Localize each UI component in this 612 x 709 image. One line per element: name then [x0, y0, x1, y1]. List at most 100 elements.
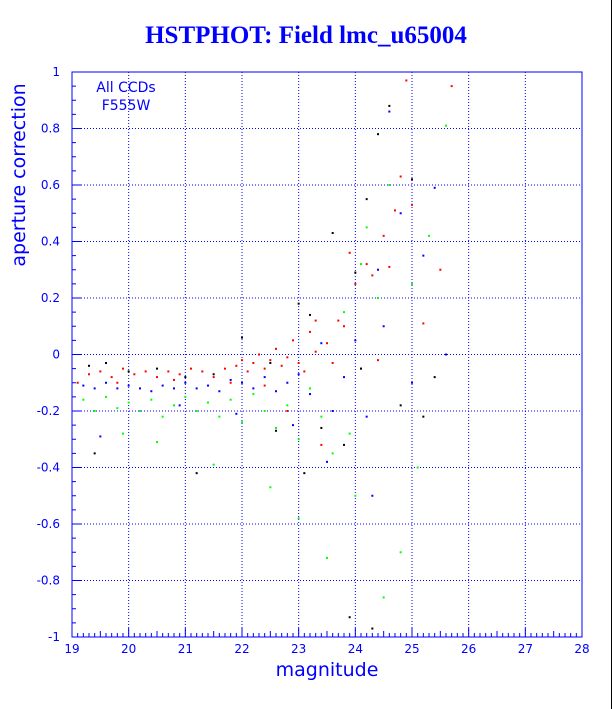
y-tick-label: -0.6 [37, 517, 60, 531]
data-point [343, 311, 345, 314]
data-point [309, 313, 311, 316]
data-point [411, 381, 413, 384]
data-point [377, 359, 379, 362]
data-point [297, 517, 300, 520]
data-point [241, 381, 243, 384]
data-point [241, 359, 243, 362]
data-point [263, 384, 266, 387]
data-point [309, 330, 311, 333]
data-point [399, 551, 402, 554]
data-point [218, 415, 221, 418]
data-point [127, 370, 130, 373]
x-tick-label: 25 [404, 642, 419, 656]
data-point [275, 347, 277, 350]
data-point [116, 407, 119, 410]
data-point [190, 367, 192, 370]
data-point [235, 412, 238, 415]
data-point [269, 486, 272, 489]
data-point [343, 376, 345, 379]
data-point [156, 367, 158, 370]
data-point [224, 367, 226, 370]
data-point [422, 415, 425, 418]
x-tick-label: 26 [461, 642, 476, 656]
data-point [331, 361, 334, 364]
data-point [303, 370, 306, 373]
data-point [235, 364, 238, 367]
data-point [348, 432, 351, 435]
data-point [292, 339, 294, 342]
data-point [263, 410, 266, 412]
data-point [93, 452, 96, 455]
data-point [348, 616, 351, 619]
data-point [354, 282, 357, 285]
data-point [326, 556, 328, 559]
data-point [394, 209, 396, 212]
y-tick-label: -1 [48, 630, 60, 644]
y-tick-label: 1 [52, 65, 60, 79]
data-point [173, 387, 175, 390]
x-tick-label: 20 [121, 642, 136, 656]
data-point [411, 178, 413, 181]
data-point [422, 254, 425, 257]
data-point [110, 376, 113, 379]
data-point [326, 460, 328, 463]
data-point [399, 404, 402, 407]
data-point [314, 350, 317, 353]
data-point [184, 381, 187, 384]
data-point [229, 398, 232, 401]
data-point [252, 361, 255, 364]
data-point [269, 361, 272, 364]
data-point [331, 452, 334, 455]
data-point [365, 415, 368, 418]
data-point [297, 373, 300, 376]
data-point [445, 124, 447, 127]
data-point [258, 353, 260, 356]
data-point [280, 364, 283, 367]
data-point [320, 415, 323, 418]
data-point [275, 429, 277, 432]
data-point [275, 390, 277, 393]
data-point [173, 404, 175, 407]
data-point [184, 376, 187, 379]
data-point [275, 426, 277, 429]
axis-ticks [71, 71, 583, 638]
data-point [445, 353, 447, 356]
data-point [416, 466, 419, 469]
data-point [207, 384, 209, 387]
y-tick-label: -0.2 [37, 404, 60, 418]
data-point [422, 322, 425, 325]
data-point [286, 410, 289, 412]
data-point [195, 387, 198, 390]
data-point [371, 274, 374, 277]
data-point [320, 426, 323, 429]
data-point [377, 133, 379, 136]
data-point [399, 212, 402, 215]
data-point [127, 384, 130, 387]
data-point [354, 494, 357, 497]
data-points [76, 79, 453, 630]
data-point [252, 393, 255, 396]
data-point [93, 410, 96, 412]
data-point [433, 186, 436, 189]
data-point [388, 110, 391, 113]
data-point [150, 398, 153, 401]
data-point [178, 373, 181, 376]
data-point [99, 435, 102, 438]
data-point [99, 370, 102, 373]
data-point [150, 390, 153, 393]
data-point [354, 271, 357, 274]
data-point [405, 79, 408, 82]
data-point [365, 226, 368, 229]
y-tick-label: 0.8 [41, 122, 60, 136]
data-point [286, 356, 289, 359]
data-point [139, 387, 141, 390]
y-tick-label: 0.2 [41, 291, 60, 305]
data-point [382, 325, 385, 328]
data-point [105, 381, 107, 384]
data-point [388, 104, 391, 107]
data-point [337, 319, 340, 322]
chart-title: HSTPHOT: Field lmc_u65004 [145, 22, 467, 49]
data-point [252, 387, 255, 390]
data-point [343, 325, 345, 328]
